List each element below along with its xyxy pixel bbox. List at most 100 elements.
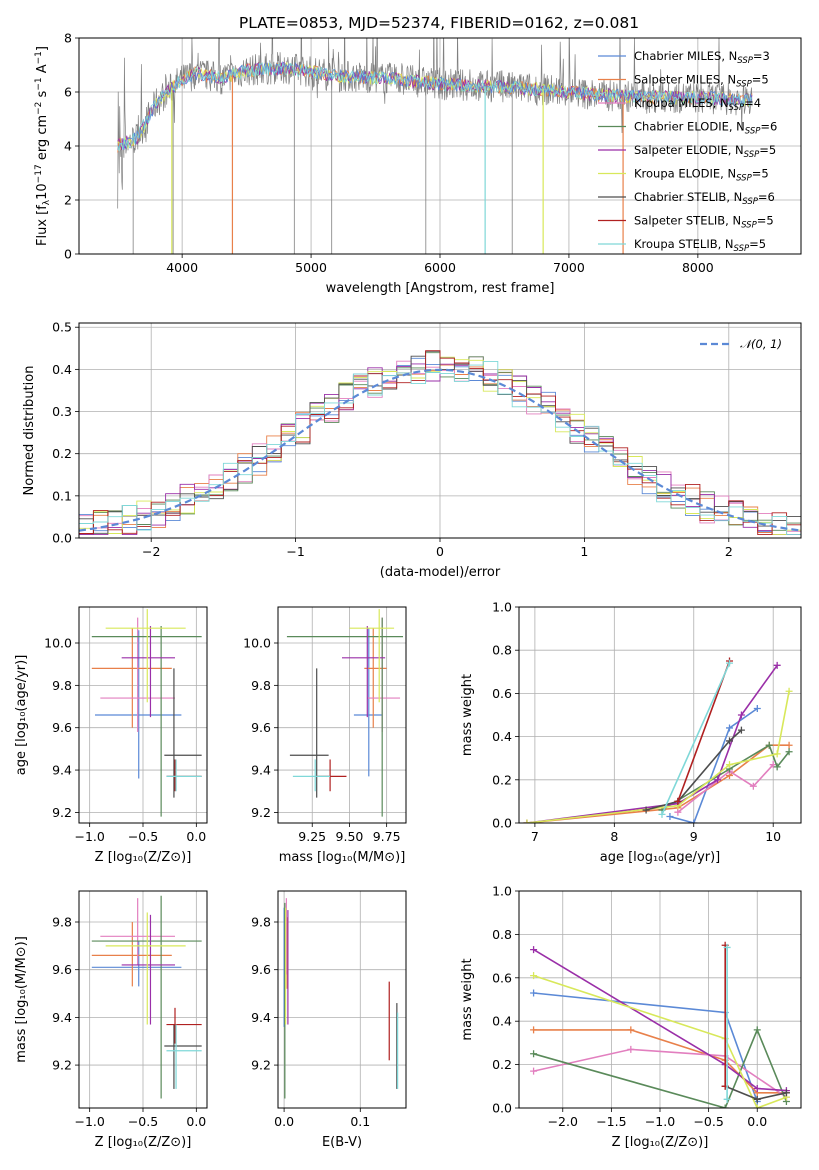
- age_vs_Z-panel: −1.0 −0.5 0.0 9.2 9.4 9.6 9.8 10.0 Z [log₁₀(Z/Z⊙…: [14, 606, 208, 865]
- age_vs_mass-frame: [277, 606, 407, 824]
- weight_vs_age-point-marker: [690, 819, 698, 823]
- legend-label-name: Salpeter ELODIE, N: [634, 143, 744, 157]
- weight_vs_age-point-marker: [773, 661, 781, 669]
- age_vs_Z-xtick-label: 0.0: [186, 829, 206, 844]
- weight_vs_age-ytick-label: 1.0: [492, 600, 512, 615]
- weight_vs_Z-ytick-label: 0.2: [492, 1057, 512, 1072]
- spectrum-panel: 4000 5000 6000 7000 8000 0 2 4 6 8 wavelength [Ang…: [34, 31, 802, 296]
- weight_vs_Z-ytick-label: 0.0: [492, 1101, 512, 1116]
- legend-label-name: Chabrier MILES, N: [634, 49, 737, 63]
- legend-label-sub: SSP: [744, 150, 760, 160]
- mass_vs_ebv-grid: [278, 891, 406, 1108]
- legend-label-sub: SSP: [742, 197, 758, 207]
- residuals-panel: −2 −1 0 1 2 0.0 0.1 0.2 0.3 0.4 0.5 (data-model)/er…: [22, 320, 802, 580]
- spectrum-ylabel-part: −1: [34, 77, 44, 90]
- legend-label: Kroupa STELIB, NSSP=5: [634, 237, 766, 254]
- spectrum-ylabel-part: Flux [f: [35, 205, 50, 246]
- spectrum-ytick-label: 0: [64, 247, 72, 262]
- residuals-xtick-label: 2: [725, 544, 733, 559]
- weight_vs_Z-point-marker: [530, 972, 538, 980]
- weight_vs_Z-series-line: [533, 974, 787, 1108]
- weight_vs_Z-point-marker: [530, 946, 538, 954]
- mass_vs_Z-ytick-label: 9.6: [52, 962, 72, 977]
- age_vs_Z-ylabel: age [log₁₀(age/yr)]: [14, 655, 29, 776]
- weight_vs_age-xtick-label: 9: [690, 829, 698, 844]
- weight_vs_age-point-marker: [773, 750, 781, 758]
- age_vs_Z-ytick-label: 10.0: [44, 636, 72, 651]
- weight_vs_Z-point-marker: [530, 1050, 538, 1058]
- weight_vs_age-series-line: [669, 707, 758, 823]
- spectrum-ytick-label: 4: [64, 139, 72, 154]
- mass_vs_Z-xtick-label: −0.5: [128, 1114, 158, 1129]
- weight_vs_Z-ytick-label: 0.6: [492, 970, 512, 985]
- weight_vs_Z-point-marker: [723, 943, 731, 951]
- weight_vs_age-point-marker: [785, 687, 793, 695]
- weight_vs_age-point-marker: [523, 819, 531, 823]
- weight_vs_age-frame: [518, 606, 802, 824]
- weight_vs_Z-xtick-label: −2.0: [548, 1114, 578, 1129]
- age_vs_mass-ytick-label: 9.2: [251, 805, 271, 820]
- mass_vs_Z-ylabel: mass [log₁₀(M/M⊙)]: [14, 936, 29, 1063]
- age_vs_mass-grid: [278, 607, 406, 823]
- mass_vs_Z-ytick-label: 9.4: [52, 1010, 72, 1025]
- legend-label-sub: SSP: [736, 174, 752, 184]
- mass_vs_Z-panel: −1.0 −0.5 0.0 9.2 9.4 9.6 9.8 Z [log₁₀(Z/Z⊙)] ma…: [14, 890, 208, 1150]
- legend-label-name: Chabrier ELODIE, N: [634, 120, 745, 134]
- residuals-frame: [78, 322, 802, 539]
- mass_vs_ebv-panel: 0.0 0.1 9.2 9.4 9.6 9.8 E(B-V): [251, 890, 407, 1150]
- mass_vs_ebv-frame: [277, 890, 407, 1109]
- weight_vs_age-ytick-label: 0.0: [492, 816, 512, 831]
- weight_vs_Z-xtick-label: −1.5: [596, 1114, 626, 1129]
- spectrum-ylabel-part: A: [35, 64, 50, 77]
- mass_vs_ebv-xtick-label: 0.1: [350, 1114, 370, 1129]
- age_vs_Z-ytick-label: 9.2: [52, 805, 72, 820]
- residuals-ytick-label: 0.0: [52, 531, 72, 546]
- weight_vs_age-point-marker: [749, 782, 757, 790]
- spectrum-plot: [117, 38, 753, 254]
- legend-label-sub: SSP: [734, 244, 750, 254]
- mass_vs_Z-xtick-label: 0.0: [186, 1114, 206, 1129]
- spectrum-xtick-label: 4000: [166, 260, 198, 275]
- mass_vs_Z-xlabel: Z [log₁₀(Z/Z⊙)]: [95, 1135, 192, 1150]
- weight_vs_Z-xtick-label: −0.5: [693, 1114, 723, 1129]
- legend-label: Salpeter STELIB, NSSP=5: [634, 214, 774, 231]
- weight_vs_age-point-marker: [737, 726, 745, 734]
- weight_vs_age-ytick-label: 0.8: [492, 643, 512, 658]
- weight_vs_age-point-marker: [642, 806, 650, 814]
- weight_vs_Z-panel: −2.0 −1.5 −1.0 −0.5 0.0 0.0 0.2 0.4 0.6 0.8 1.0 Z […: [460, 884, 802, 1150]
- spectrum-xtick-label: 7000: [553, 260, 585, 275]
- figure-title: PLATE=0853, MJD=52374, FIBERID=0162, z=0…: [239, 14, 639, 32]
- weight_vs_age-point-marker: [714, 776, 722, 784]
- weight_vs_Z-ylabel: mass weight: [460, 958, 475, 1040]
- weight_vs_age-point-marker: [785, 748, 793, 756]
- mass_vs_Z-ytick-label: 9.8: [52, 915, 72, 930]
- spectrum-ylabel-part: 10: [35, 183, 50, 200]
- legend-label-sub: SSP: [741, 221, 757, 231]
- weight_vs_age-point-marker: [726, 737, 734, 745]
- residuals-ytick-label: 0.2: [52, 446, 72, 461]
- age_vs_mass-xtick-label: 9.50: [336, 829, 364, 844]
- age_vs_mass-xlabel: mass [log₁₀(M/M⊙)]: [279, 850, 406, 865]
- weight_vs_Z-ytick-label: 0.4: [492, 1014, 512, 1029]
- spectrum-xtick-label: 6000: [424, 260, 456, 275]
- weight_vs_Z-point-marker: [723, 1095, 731, 1103]
- age_vs_Z-frame: [78, 606, 208, 824]
- residuals-ytick-label: 0.4: [52, 362, 72, 377]
- weight_vs_age-xlabel: age [log₁₀(age/yr)]: [600, 850, 721, 865]
- legend-label-n: =5: [752, 73, 769, 87]
- weight_vs_age-plot: [523, 657, 793, 823]
- mass_vs_ebv-ytick-label: 9.8: [251, 915, 271, 930]
- weight_vs_Z-frame: [518, 890, 802, 1109]
- weight_vs_age-ytick-label: 0.6: [492, 686, 512, 701]
- legend-label-name: Kroupa STELIB, N: [634, 237, 734, 251]
- residual-histogram-step: [79, 350, 801, 534]
- weight_vs_age-series-line: [645, 729, 742, 811]
- weight_vs_age-panel: 7 8 9 10 0.0 0.2 0.4 0.6 0.8 1.0 age [log₁₀(age/yr…: [460, 600, 802, 865]
- weight_vs_age-ytick-label: 0.4: [492, 729, 512, 744]
- legend-label: Chabrier ELODIE, NSSP=6: [634, 120, 777, 137]
- legend-label-n: =3: [753, 49, 770, 63]
- residuals-ytick-label: 0.3: [52, 404, 72, 419]
- age_vs_mass-xtick-label: 9.25: [298, 829, 326, 844]
